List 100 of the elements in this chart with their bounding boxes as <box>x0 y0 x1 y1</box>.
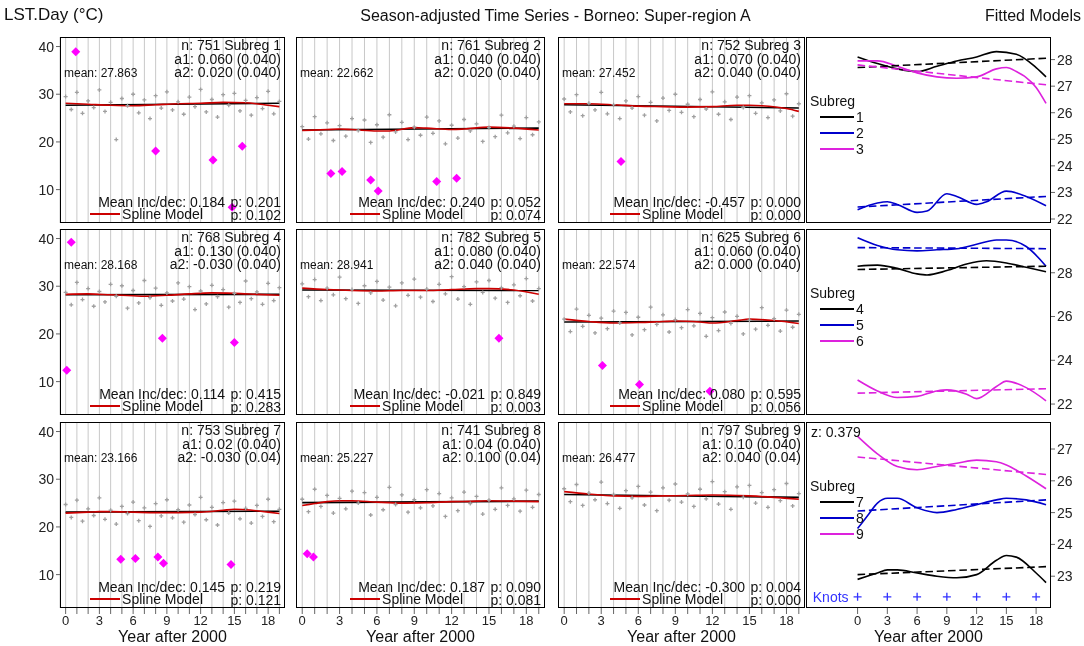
point <box>746 317 753 323</box>
point <box>164 290 170 296</box>
point <box>158 513 164 519</box>
annotation: n: 751 Subreg 1 <box>181 37 281 53</box>
point <box>71 47 81 57</box>
point <box>192 306 198 313</box>
annotation: a1: 0.02 (0.040) <box>182 436 281 452</box>
point <box>169 107 176 113</box>
x-axis-title: Year after 2000 <box>626 628 737 646</box>
point <box>592 107 598 113</box>
y-tick-label: 26 <box>1057 308 1073 325</box>
point <box>592 330 598 336</box>
point <box>728 506 734 512</box>
point <box>208 155 218 165</box>
point <box>777 328 783 334</box>
annotation: n: 753 Subreg 7 <box>181 422 281 438</box>
point <box>119 283 125 289</box>
point <box>74 497 80 503</box>
point <box>561 96 567 102</box>
annotation: p: 0.595 <box>750 386 801 402</box>
point <box>442 291 449 297</box>
annotation: a1: 0.080 (0.040) <box>434 243 541 259</box>
point <box>666 329 672 335</box>
annotation: n: 797 Subreg 9 <box>701 422 801 438</box>
y-tick-label: 27 <box>1057 441 1073 457</box>
point <box>220 499 226 506</box>
point <box>467 128 473 134</box>
y-tick-label: 22 <box>1057 396 1073 413</box>
point <box>355 500 361 506</box>
point <box>254 289 260 295</box>
point <box>436 118 442 124</box>
point <box>586 100 592 106</box>
y-tick-label: 25 <box>1057 131 1073 148</box>
point <box>641 502 648 508</box>
point <box>592 497 598 503</box>
legend-title: Subreg <box>810 284 857 301</box>
point <box>598 479 604 485</box>
point <box>203 301 209 307</box>
point <box>660 485 666 491</box>
point <box>486 277 492 284</box>
point <box>175 280 181 286</box>
y-tick-label: 20 <box>38 133 55 150</box>
point <box>214 522 221 528</box>
point <box>728 116 734 123</box>
point <box>349 488 355 494</box>
y-tick-label: 20 <box>38 518 55 535</box>
y-tick-label: 28 <box>1057 51 1073 68</box>
point <box>511 496 517 502</box>
annotation: a1: 0.130 (0.040) <box>174 243 281 259</box>
x-tick-label: 18 <box>519 613 534 629</box>
point <box>678 499 685 505</box>
point <box>765 322 771 328</box>
point <box>586 312 592 318</box>
legend-label: 5 <box>856 316 864 333</box>
line-series <box>856 554 1047 584</box>
point <box>226 560 236 570</box>
x-tick-label: 15 <box>999 613 1014 629</box>
point <box>164 89 170 95</box>
annotation: z: 0.379 <box>811 424 861 440</box>
point <box>102 299 108 305</box>
point <box>324 120 330 126</box>
line-series <box>856 259 1047 276</box>
point <box>197 288 204 294</box>
x-tick-label: 12 <box>444 613 459 629</box>
x-tick-label: 9 <box>163 613 171 629</box>
point <box>623 98 629 104</box>
point <box>691 503 697 510</box>
point <box>62 365 72 375</box>
point <box>703 106 709 112</box>
y-tick-label: 10 <box>38 566 55 583</box>
point <box>237 141 247 151</box>
point <box>424 286 430 292</box>
y-tick-label: 22 <box>1057 210 1073 227</box>
point <box>349 115 355 122</box>
point <box>305 136 312 142</box>
point <box>186 94 193 100</box>
point <box>74 89 80 95</box>
annotation: p: 0.000 <box>750 194 801 210</box>
y-tick-label: 24 <box>1057 157 1073 174</box>
x-tick-label: 12 <box>705 613 720 629</box>
y-tick-label: 24 <box>1057 536 1073 553</box>
x-tick-label: 0 <box>298 613 306 629</box>
point <box>771 487 777 493</box>
x-tick-label: 15 <box>481 613 497 629</box>
point <box>102 516 108 522</box>
point <box>209 282 215 288</box>
legend-label: 8 <box>856 509 864 526</box>
point <box>654 118 660 124</box>
y-axis-title: LST.Day (°C) <box>4 5 104 25</box>
annotation: p: 0.849 <box>490 386 541 402</box>
annotation: a1: 0.070 (0.040) <box>694 51 801 67</box>
annotation: a1: 0.060 (0.040) <box>694 243 801 259</box>
legend-label: 9 <box>856 525 864 542</box>
annotation: n: 782 Subreg 5 <box>441 229 541 245</box>
point <box>368 512 374 518</box>
x-axis-title: Year after 2000 <box>365 628 476 646</box>
point <box>734 484 740 490</box>
point <box>164 497 170 503</box>
point <box>672 481 678 487</box>
point <box>324 492 330 499</box>
